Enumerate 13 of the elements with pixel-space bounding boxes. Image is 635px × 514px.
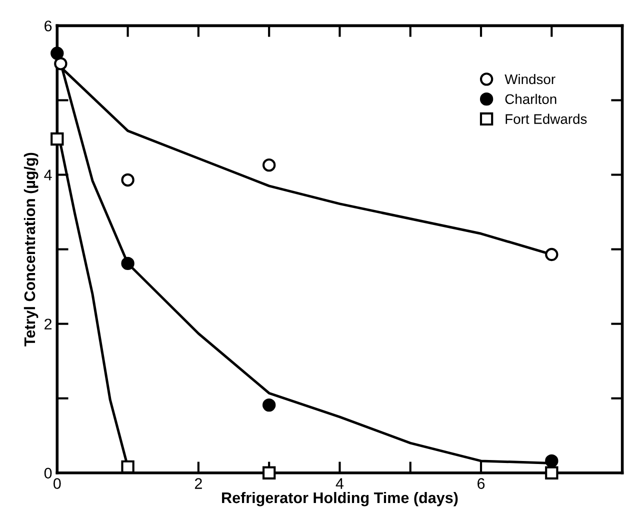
x-axis-title: Refrigerator Holding Time (days) bbox=[222, 492, 458, 506]
y-tick-label: 4 bbox=[44, 170, 52, 180]
legend-label: Windsor bbox=[504, 74, 556, 84]
y-tick-label: 2 bbox=[44, 318, 52, 330]
x-tick-label: 6 bbox=[478, 478, 485, 489]
x-tick-label: 4 bbox=[336, 478, 344, 489]
x-tick-label: 0 bbox=[54, 478, 61, 489]
legend-label: Fort Edwards bbox=[506, 114, 587, 124]
x-tick-label: 2 bbox=[194, 478, 202, 489]
y-tick-label: 6 bbox=[44, 20, 52, 32]
legend-label: Charlton bbox=[505, 94, 556, 104]
y-axis-title: Tetryl Concentration (µg/g) bbox=[24, 152, 38, 346]
y-tick-label: 0 bbox=[44, 468, 52, 479]
